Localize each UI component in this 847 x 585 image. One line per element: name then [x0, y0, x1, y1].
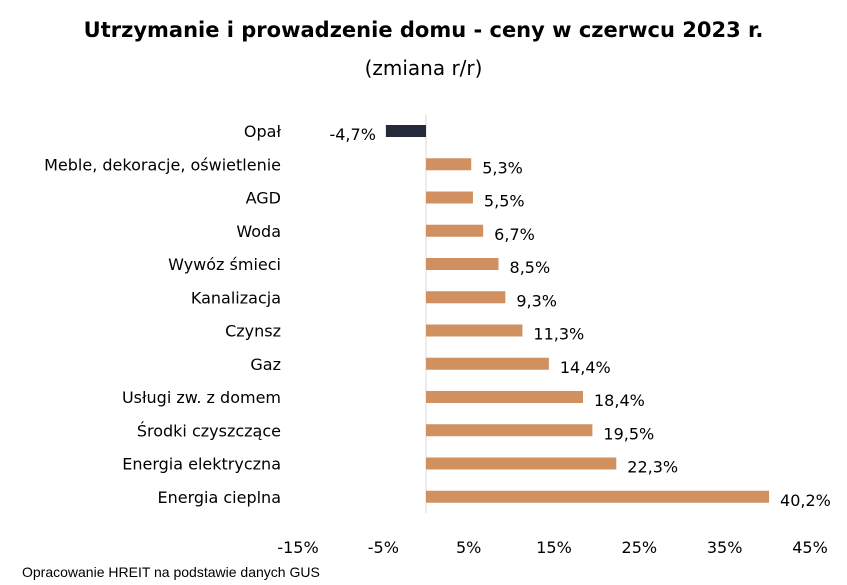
bar — [426, 324, 523, 337]
chart-subtitle: (zmiana r/r) — [364, 56, 483, 80]
data-label: 9,3% — [516, 291, 557, 310]
bar — [426, 158, 472, 171]
category-label: Kanalizacja — [191, 288, 281, 307]
bar — [426, 457, 617, 470]
bar — [426, 424, 593, 437]
bar — [426, 224, 484, 237]
category-label: Środki czyszczące — [137, 421, 281, 440]
data-label: 11,3% — [533, 325, 584, 344]
data-label: 5,5% — [484, 192, 525, 211]
category-label: AGD — [246, 189, 281, 208]
x-tick-label: 5% — [456, 538, 481, 557]
data-label: 19,5% — [603, 424, 654, 443]
data-label: 14,4% — [560, 358, 611, 377]
x-tick-label: 15% — [536, 538, 572, 557]
x-tick-label: -15% — [277, 538, 318, 557]
category-label: Woda — [236, 222, 281, 241]
data-label: 6,7% — [494, 225, 535, 244]
bar — [426, 490, 770, 503]
bar — [385, 125, 426, 137]
category-label: Opał — [244, 122, 282, 141]
data-label: 18,4% — [594, 391, 645, 410]
category-label: Usługi zw. z domem — [122, 388, 281, 407]
data-label: -4,7% — [329, 125, 375, 144]
x-tick-label: 25% — [622, 538, 658, 557]
bar — [426, 258, 499, 270]
bar — [426, 291, 506, 304]
category-label: Meble, dekoracje, oświetlenie — [44, 155, 281, 174]
x-tick-label: -5% — [368, 538, 399, 557]
category-label: Czynsz — [225, 322, 281, 341]
data-label: 8,5% — [510, 258, 551, 277]
bar — [426, 357, 549, 370]
bar — [426, 391, 584, 403]
data-label: 40,2% — [780, 491, 831, 510]
x-tick-label: 35% — [707, 538, 743, 557]
bar — [426, 191, 473, 204]
category-label: Wywóz śmieci — [168, 255, 281, 274]
category-label: Energia elektryczna — [122, 455, 281, 474]
category-label: Gaz — [250, 355, 281, 374]
category-label: Energia cieplna — [157, 488, 281, 507]
source-note: Opracowanie HREIT na podstawie danych GU… — [22, 564, 320, 580]
data-label: 5,3% — [482, 158, 523, 177]
chart-title: Utrzymanie i prowadzenie domu - ceny w c… — [83, 18, 764, 42]
data-label: 22,3% — [627, 458, 678, 477]
x-tick-label: 45% — [792, 538, 828, 557]
